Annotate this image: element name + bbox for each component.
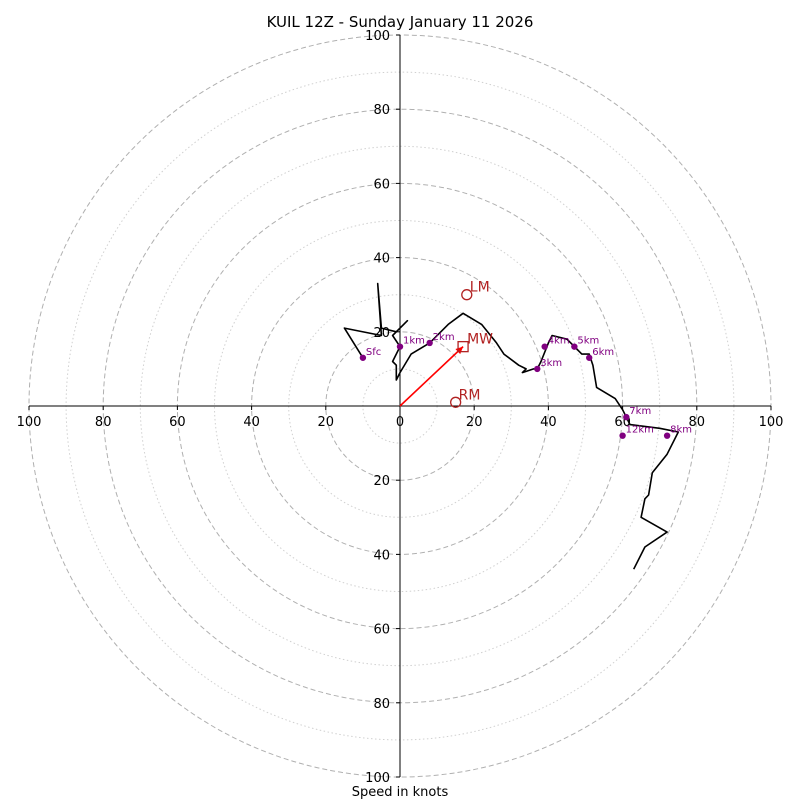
mean-wind-label: MW: [467, 332, 493, 348]
mean-wind-group: MW: [399, 332, 493, 407]
mean-wind-vector: [399, 346, 464, 407]
storm-motion-group: LM RM: [449, 280, 490, 408]
x-tick-label: 100: [17, 415, 42, 430]
x-axis-label: Speed in knots: [352, 785, 449, 800]
storm-motion-label-lm: LM: [470, 280, 490, 296]
height-marker-label: Sfc: [366, 347, 381, 358]
x-tick-label: 40: [243, 415, 260, 430]
height-marker-label: 3km: [540, 358, 562, 369]
mean-wind-arrowhead: [455, 346, 464, 355]
y-tick-label: 80: [373, 103, 390, 118]
storm-motion-marker-lm: [461, 289, 473, 301]
height-marker-point: [534, 365, 541, 373]
x-tick-label: 60: [169, 415, 186, 430]
hodograph-trace-group: [343, 282, 680, 570]
height-marker-label: 2km: [433, 332, 455, 343]
y-tick-label: 60: [373, 177, 390, 192]
height-marker-label: 7km: [629, 406, 651, 417]
height-marker-point: [619, 432, 626, 439]
x-tick-label: 0: [396, 415, 404, 430]
x-tick-label: 80: [689, 415, 706, 430]
height-marker-label: 12km: [626, 425, 654, 436]
x-tick-label: 20: [318, 415, 335, 430]
y-tick-label: 60: [373, 623, 390, 638]
x-tick-label: 100: [759, 415, 784, 430]
y-tick-label: 100: [365, 771, 390, 786]
chart-title: KUIL 12Z - Sunday January 11 2026: [267, 13, 534, 31]
y-tick-label: 80: [373, 697, 390, 712]
height-marker-point: [396, 343, 404, 350]
height-marker-label: 8km: [670, 425, 692, 436]
tick-labels: 100 80 60 40 20 0 20 40 60 80 10020406080100204060…: [17, 29, 784, 786]
height-marker-label: 6km: [592, 347, 614, 358]
height-marker-point: [541, 343, 548, 350]
height-marker-point: [359, 354, 367, 361]
x-tick-label: 20: [466, 415, 483, 430]
height-marker-point: [623, 413, 630, 421]
height-marker-point: [426, 339, 433, 347]
x-tick-label: 40: [540, 415, 557, 430]
y-tick-label: 100: [365, 29, 390, 44]
storm-motion-label-rm: RM: [459, 387, 481, 403]
x-tick-label: 80: [95, 415, 112, 430]
height-marker-label: 4km: [548, 336, 570, 347]
height-marker-point: [571, 343, 578, 350]
hodograph-trace: [343, 282, 680, 570]
height-marker-label: 5km: [577, 336, 599, 347]
mean-wind-marker: [457, 340, 469, 353]
y-tick-label: 40: [373, 548, 390, 563]
y-tick-label: 40: [373, 252, 390, 267]
y-tick-label: 20: [373, 474, 390, 489]
storm-motion-marker-rm: [449, 396, 462, 408]
height-marker-point: [586, 354, 593, 361]
height-marker-label: 1km: [403, 336, 425, 347]
height-marker-point: [663, 432, 671, 439]
